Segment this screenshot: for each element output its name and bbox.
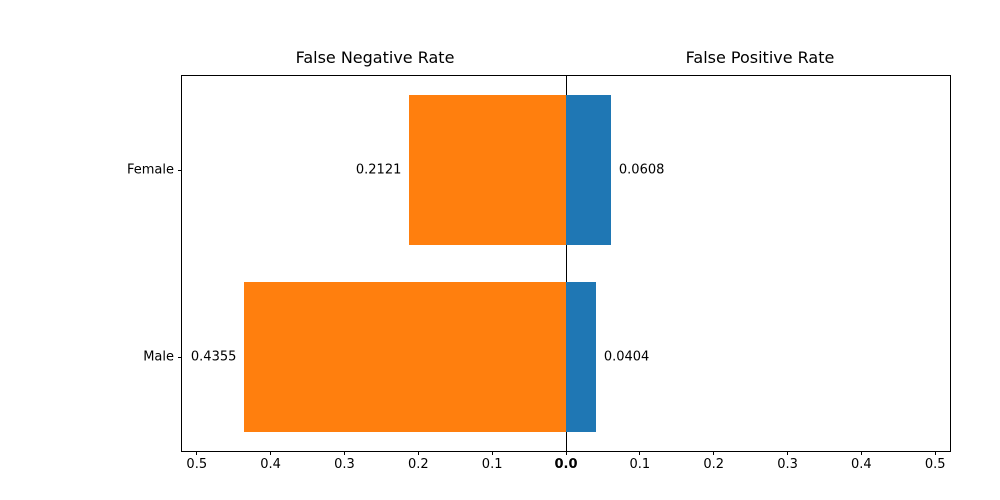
right-chart-title: False Positive Rate [685,48,835,67]
x-tick-mark [565,451,567,455]
x-tick-label: 0.3 [334,457,355,472]
y-tick-label-male: Male [143,349,174,365]
x-tick-mark [343,451,345,455]
x-tick-label: 0.2 [703,457,725,472]
x-tick-label: 0.5 [186,457,208,472]
y-tick-label-female: Female [126,162,174,178]
x-tick-mark [860,451,862,455]
x-tick-mark [196,451,198,455]
bar-female-false-positive-rate [566,94,611,245]
bar-male-false-negative-rate [244,282,566,433]
x-tick-label: 0.4 [260,457,281,472]
x-tick-label: 0.2 [407,457,429,472]
bar-value-label-female-false-positive-rate: 0.0608 [618,162,665,178]
bar-female-false-negative-rate [409,94,566,245]
bar-male-false-positive-rate [566,282,596,433]
x-tick-label: 0.5 [924,457,946,472]
bar-value-label-male-false-positive-rate: 0.0404 [603,349,650,365]
x-tick-mark [491,451,493,455]
x-tick-label: 0.1 [629,457,651,472]
plot-area: 0.2121 0.0608 Female 0.4355 0.0404 Male 0.5 0.4… [127,75,951,472]
x-tick-label: 0.4 [851,457,872,472]
x-tick-mark [417,451,419,455]
x-tick-label: 0.1 [481,457,503,472]
bar-value-label-male-false-negative-rate: 0.4355 [190,349,237,365]
y-tick-mark-male [178,357,182,359]
x-tick-mark [639,451,641,455]
x-tick-mark [270,451,272,455]
x-tick-mark [934,451,936,455]
x-tick-label: 0.3 [777,457,798,472]
bar-value-label-female-false-negative-rate: 0.2121 [355,162,402,178]
zero-axis-line [565,76,567,451]
y-tick-mark-female [178,169,182,171]
x-tick-label: 0.0 [554,457,578,472]
x-tick-mark [713,451,715,455]
left-chart-title: False Negative Rate [295,48,455,67]
x-tick-mark [787,451,789,455]
